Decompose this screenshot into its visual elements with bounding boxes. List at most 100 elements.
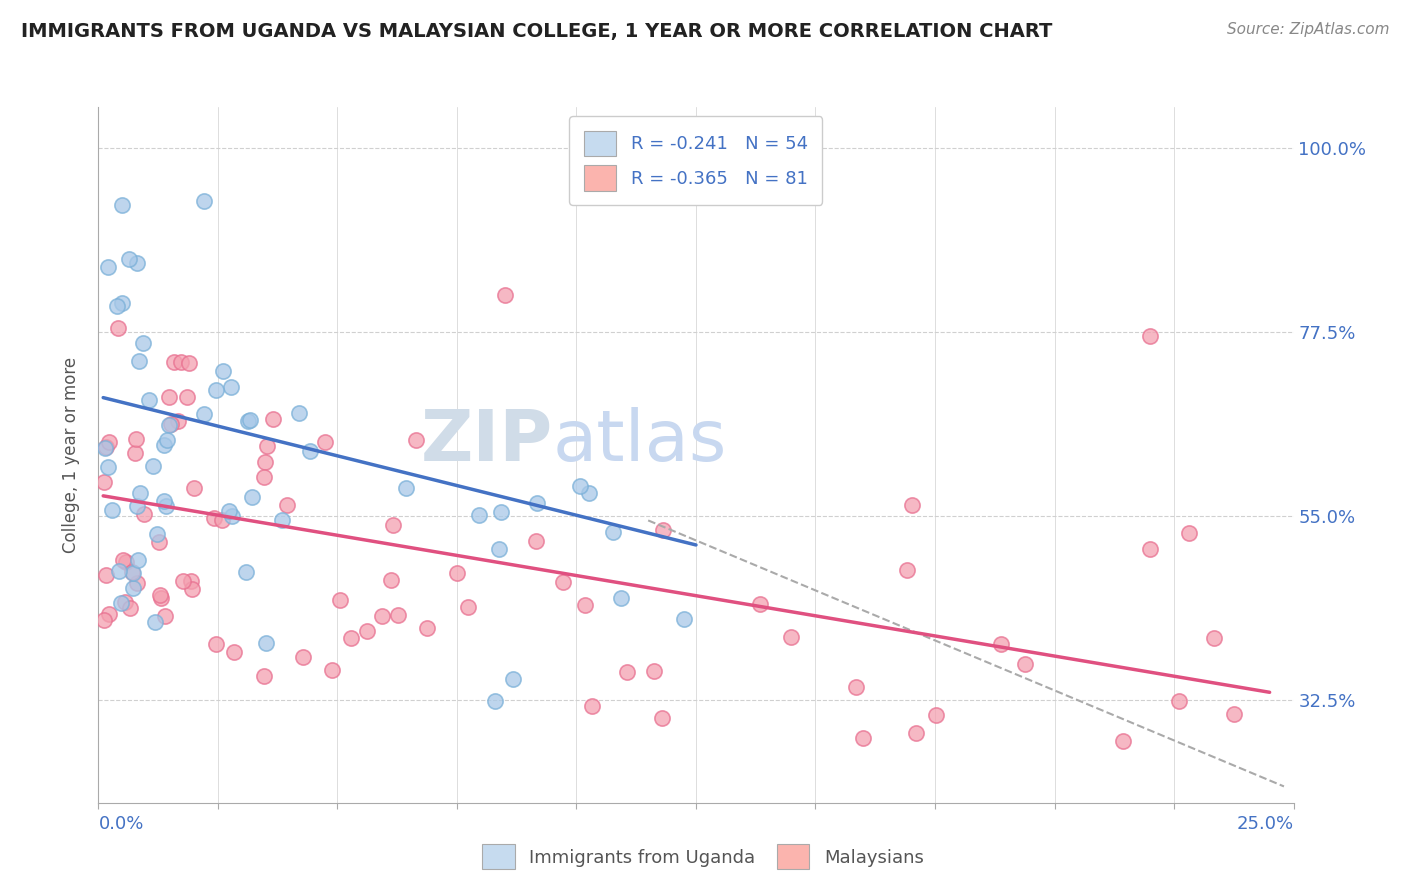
- Point: [193, 407, 215, 421]
- Point: [93, 475, 115, 490]
- Point: [253, 469, 276, 483]
- Point: [395, 481, 418, 495]
- Point: [253, 669, 276, 683]
- Point: [125, 500, 148, 514]
- Point: [156, 433, 179, 447]
- Legend: R = -0.241   N = 54, R = -0.365   N = 81: R = -0.241 N = 54, R = -0.365 N = 81: [569, 116, 823, 205]
- Point: [155, 500, 177, 514]
- Point: [146, 527, 169, 541]
- Point: [851, 731, 873, 745]
- Point: [340, 632, 363, 646]
- Point: [238, 414, 260, 428]
- Point: [170, 355, 193, 369]
- Point: [371, 608, 394, 623]
- Point: [904, 725, 927, 739]
- Point: [845, 680, 868, 694]
- Point: [98, 434, 121, 449]
- Point: [1014, 657, 1036, 671]
- Point: [211, 364, 233, 378]
- Point: [569, 478, 592, 492]
- Point: [502, 672, 524, 686]
- Point: [193, 194, 215, 209]
- Point: [172, 574, 194, 588]
- Point: [222, 645, 245, 659]
- Point: [263, 411, 285, 425]
- Point: [160, 417, 183, 432]
- Point: [990, 637, 1012, 651]
- Point: [299, 444, 322, 458]
- Point: [380, 573, 402, 587]
- Point: [287, 406, 309, 420]
- Point: [111, 552, 134, 566]
- Point: [162, 355, 184, 369]
- Point: [125, 576, 148, 591]
- Point: [110, 596, 132, 610]
- Point: [96, 440, 118, 454]
- Point: [180, 574, 202, 589]
- Point: [145, 615, 167, 630]
- Point: [127, 553, 149, 567]
- Point: [202, 511, 225, 525]
- Point: [356, 624, 378, 638]
- Point: [153, 608, 176, 623]
- Point: [651, 523, 673, 537]
- Point: [581, 699, 603, 714]
- Point: [128, 353, 150, 368]
- Text: 0.0%: 0.0%: [98, 815, 143, 833]
- Point: [896, 564, 918, 578]
- Point: [179, 356, 201, 370]
- Point: [484, 694, 506, 708]
- Point: [118, 252, 141, 267]
- Point: [673, 612, 696, 626]
- Point: [94, 442, 117, 456]
- Point: [329, 593, 352, 607]
- Point: [218, 504, 240, 518]
- Point: [111, 198, 134, 212]
- Text: 25.0%: 25.0%: [1236, 815, 1294, 833]
- Point: [314, 435, 336, 450]
- Point: [256, 439, 278, 453]
- Point: [153, 438, 176, 452]
- Point: [122, 566, 145, 581]
- Point: [1204, 631, 1226, 645]
- Point: [167, 414, 190, 428]
- Point: [125, 433, 148, 447]
- Point: [153, 493, 176, 508]
- Point: [1139, 329, 1161, 343]
- Point: [578, 485, 600, 500]
- Point: [121, 581, 143, 595]
- Y-axis label: College, 1 year or more: College, 1 year or more: [62, 357, 80, 553]
- Point: [253, 455, 276, 469]
- Point: [240, 490, 263, 504]
- Point: [125, 256, 148, 270]
- Point: [382, 517, 405, 532]
- Point: [416, 622, 439, 636]
- Point: [574, 598, 596, 612]
- Point: [138, 392, 160, 407]
- Point: [183, 482, 205, 496]
- Point: [602, 525, 624, 540]
- Point: [291, 650, 314, 665]
- Point: [221, 380, 243, 394]
- Point: [176, 390, 198, 404]
- Text: atlas: atlas: [553, 407, 727, 475]
- Point: [97, 260, 120, 274]
- Text: ZIP: ZIP: [420, 407, 553, 475]
- Point: [114, 595, 136, 609]
- Point: [120, 600, 142, 615]
- Point: [489, 505, 512, 519]
- Point: [157, 418, 180, 433]
- Point: [94, 567, 117, 582]
- Point: [925, 708, 948, 723]
- Point: [111, 296, 134, 310]
- Point: [115, 555, 138, 569]
- Point: [1112, 734, 1135, 748]
- Point: [1178, 526, 1201, 541]
- Point: [1139, 542, 1161, 557]
- Point: [235, 565, 257, 579]
- Point: [276, 498, 298, 512]
- Point: [254, 636, 277, 650]
- Point: [446, 566, 468, 580]
- Point: [457, 600, 479, 615]
- Point: [271, 513, 294, 527]
